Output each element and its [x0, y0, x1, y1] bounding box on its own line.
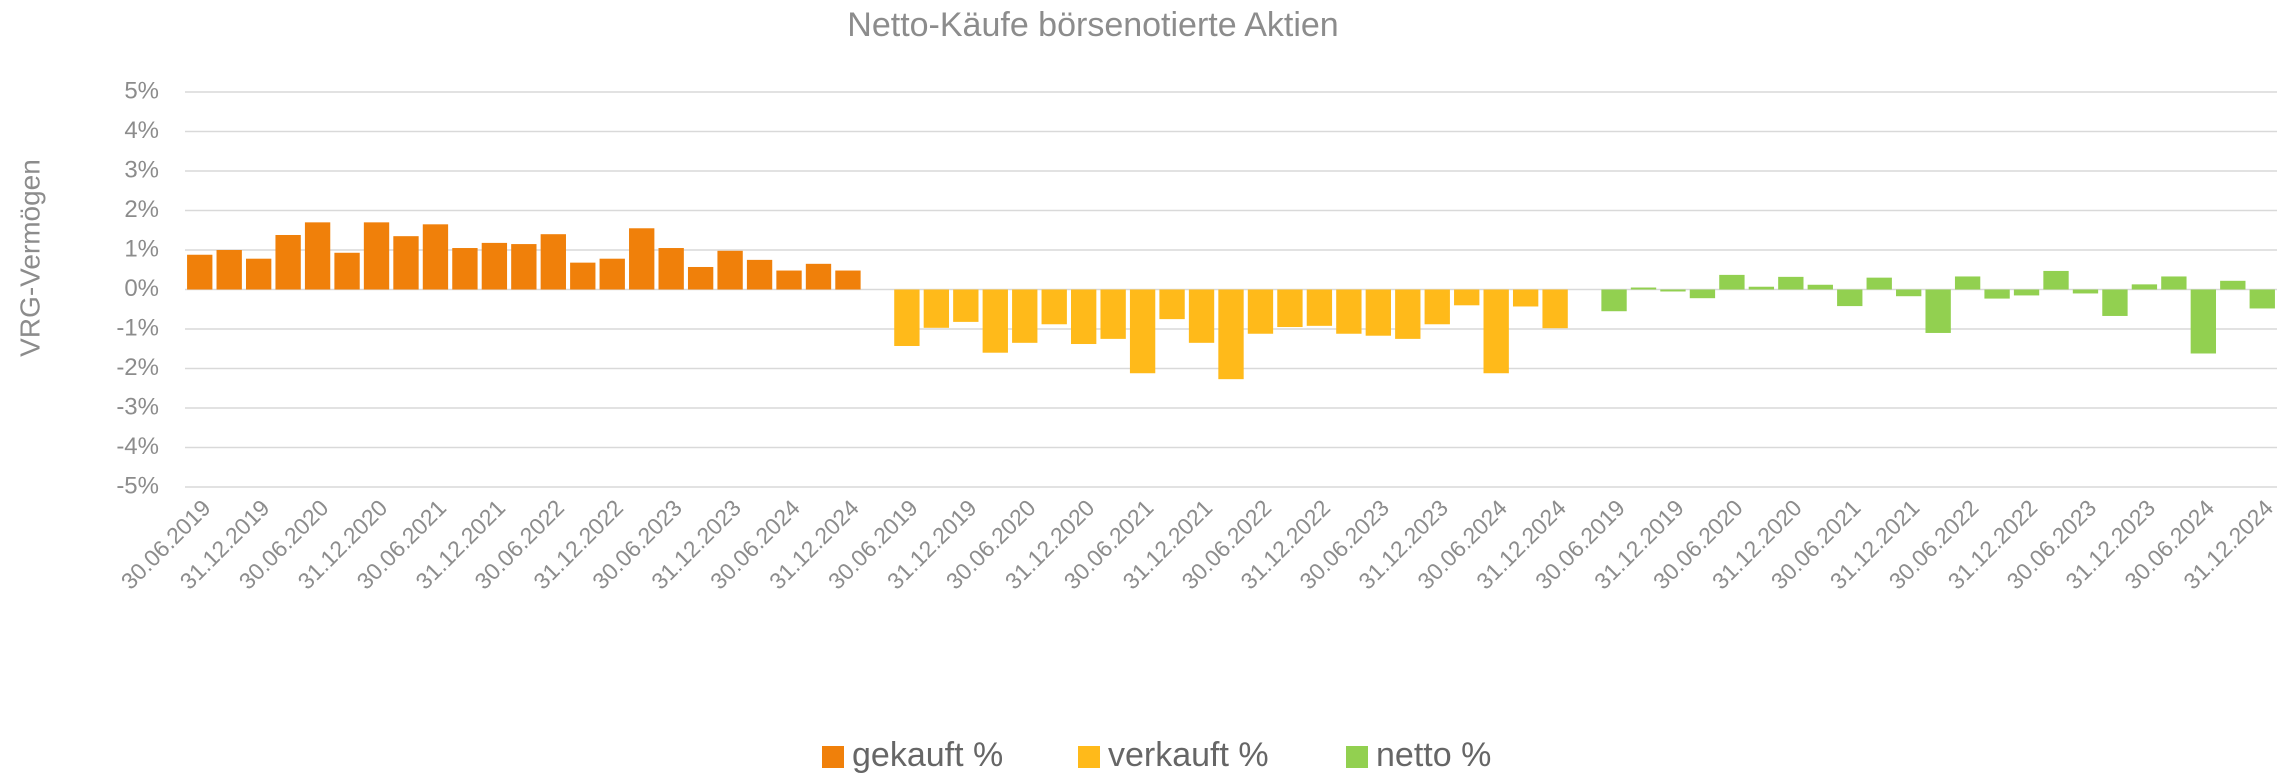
- bar: [2249, 289, 2275, 309]
- bar: [2043, 270, 2069, 290]
- bar: [304, 222, 331, 290]
- bar: [1778, 276, 1804, 290]
- bar: [1542, 289, 1568, 329]
- bar: [422, 224, 449, 290]
- bar: [717, 250, 743, 290]
- y-tick-label: 0%: [124, 275, 159, 302]
- bar: [1395, 289, 1421, 339]
- bar: [1336, 289, 1362, 334]
- bar: [1188, 289, 1215, 343]
- bar: [982, 289, 1008, 353]
- bar: [923, 289, 950, 328]
- y-tick-label: -3%: [116, 393, 159, 420]
- bar: [629, 228, 655, 290]
- bar: [1012, 289, 1038, 343]
- bar: [1954, 276, 1981, 290]
- y-axis-title: VRG-Vermögen: [14, 159, 45, 357]
- y-tick-label: -5%: [116, 472, 159, 499]
- bar: [1424, 289, 1450, 325]
- legend-label: gekauft %: [852, 736, 1003, 774]
- bar: [2190, 289, 2217, 354]
- bar: [245, 258, 272, 290]
- bar: [2072, 289, 2099, 294]
- bar: [1925, 289, 1951, 333]
- bar: [1630, 287, 1657, 290]
- bar: [1896, 289, 1922, 297]
- bar: [1365, 289, 1391, 336]
- bar: [481, 242, 508, 290]
- bar: [334, 252, 360, 290]
- y-tick-label: 3%: [124, 156, 159, 183]
- bar: [953, 289, 979, 322]
- y-tick-label: 2%: [124, 196, 159, 223]
- bar: [894, 289, 920, 346]
- y-tick-label: 4%: [124, 117, 159, 144]
- bar: [540, 234, 566, 290]
- bar: [1689, 289, 1716, 299]
- bar: [275, 234, 301, 290]
- legend: gekauft % verkauft % netto %: [822, 736, 1491, 774]
- bar: [2220, 280, 2246, 290]
- bar: [187, 254, 213, 290]
- legend-label: netto %: [1376, 736, 1491, 774]
- y-tick-label: -2%: [116, 354, 159, 381]
- y-tick-label: 5%: [124, 77, 159, 104]
- bar: [2161, 276, 2187, 290]
- bar: [1306, 289, 1333, 326]
- bar: [2013, 289, 2040, 296]
- bar: [2131, 284, 2158, 290]
- bar: [1719, 274, 1745, 290]
- bar: [216, 250, 242, 290]
- bar: [1218, 289, 1244, 380]
- bar: [1512, 289, 1539, 307]
- bar: [1100, 289, 1126, 339]
- chart-title: Netto-Käufe börsenotierte Aktien: [847, 6, 1338, 44]
- bar: [1454, 289, 1480, 306]
- bar: [1277, 289, 1303, 328]
- bar: [1984, 289, 2010, 299]
- bar: [363, 222, 390, 290]
- bar: [1660, 289, 1686, 292]
- bar: [658, 248, 684, 290]
- bar: [452, 248, 478, 290]
- bar: [511, 244, 537, 290]
- bar: [1601, 289, 1627, 312]
- legend-label: verkauft %: [1108, 736, 1269, 774]
- bar: [1159, 289, 1185, 320]
- bar: [2102, 289, 2128, 316]
- bar: [1837, 289, 1863, 307]
- bar: [1807, 284, 1833, 290]
- bar: [1483, 289, 1509, 374]
- legend-swatch: [1078, 746, 1100, 768]
- bar: [599, 258, 625, 290]
- bar: [835, 270, 861, 290]
- bar: [1129, 289, 1156, 374]
- y-tick-label: 1%: [124, 235, 159, 262]
- bar: [1866, 277, 1892, 290]
- bar: [746, 259, 773, 290]
- bar: [1748, 286, 1775, 290]
- bar: [1041, 289, 1067, 325]
- y-tick-label: -4%: [116, 433, 159, 460]
- bar: [1071, 289, 1097, 345]
- bar: [687, 266, 714, 290]
- bar: [1247, 289, 1274, 334]
- bar: [776, 270, 802, 290]
- bar: [393, 236, 419, 290]
- y-tick-label: -1%: [116, 314, 159, 341]
- legend-swatch: [822, 746, 844, 768]
- bar: [570, 262, 596, 290]
- bar: [805, 263, 832, 290]
- legend-swatch: [1346, 746, 1368, 768]
